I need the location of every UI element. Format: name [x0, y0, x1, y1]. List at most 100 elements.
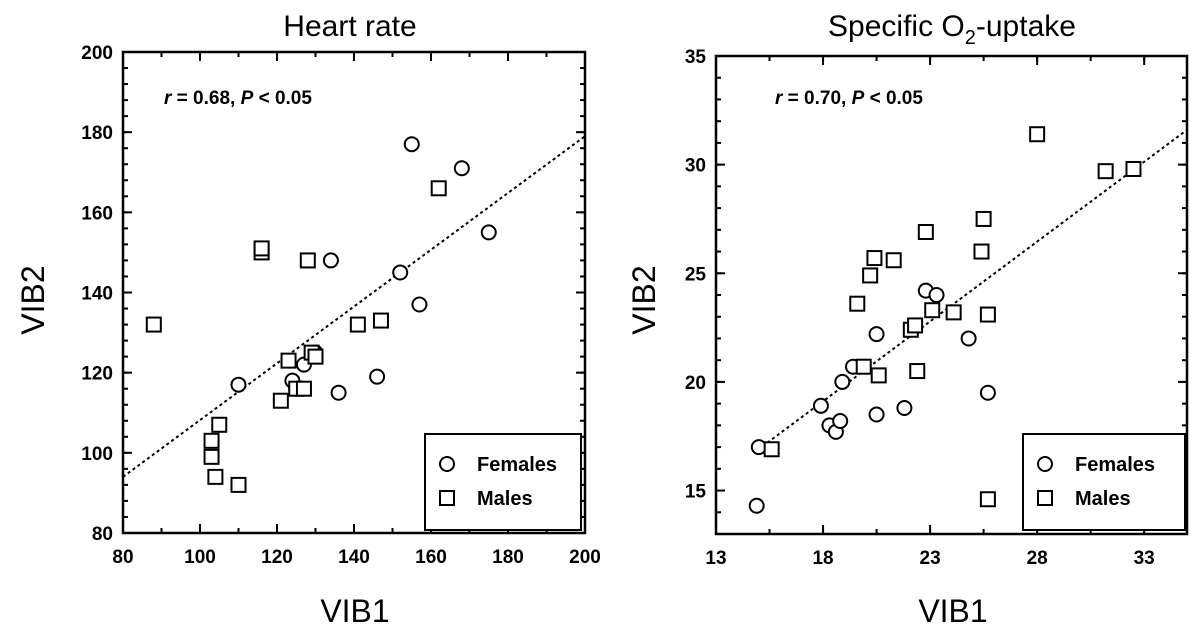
point-female — [868, 406, 885, 423]
y-tick-label: 35 — [685, 47, 707, 68]
point-female — [411, 296, 428, 313]
x-tick-label: 160 — [415, 547, 447, 568]
point-female — [896, 399, 913, 416]
point-male — [145, 316, 162, 333]
chart-title: Heart rate — [283, 10, 416, 43]
x-tick-label: 100 — [184, 547, 216, 568]
point-female — [812, 397, 829, 414]
point-male — [973, 243, 990, 260]
legend-box — [1022, 433, 1186, 531]
point-female — [330, 384, 347, 401]
y-tick-label: 20 — [685, 373, 706, 394]
point-male — [1097, 163, 1114, 180]
correlation-annotation: r = 0.70, P < 0.05 — [775, 88, 923, 109]
point-male — [979, 491, 996, 508]
point-female — [748, 497, 765, 514]
x-tick-label: 80 — [112, 547, 133, 568]
chart-title-suffix: -uptake — [976, 10, 1076, 43]
point-female — [960, 330, 977, 347]
legend-label: Females — [477, 454, 557, 476]
y-axis-label: VIB2 — [626, 265, 662, 334]
point-female — [832, 413, 849, 430]
point-male — [907, 317, 924, 334]
legend-label: Females — [1075, 454, 1155, 476]
point-male — [295, 380, 312, 397]
legend-marker-circle — [439, 456, 455, 472]
x-tick-label: 200 — [569, 547, 601, 568]
chart-panel-1: Heart rate 80 100 120 140 160 180 200 80 100 120 14… — [15, 10, 601, 629]
y-tick-label: 100 — [81, 444, 113, 465]
regression-line — [766, 129, 1188, 444]
x-tick-label: 13 — [705, 548, 726, 569]
point-female — [979, 384, 996, 401]
chart-title-text: Specific O — [828, 10, 965, 43]
point-male — [849, 295, 866, 312]
point-male — [307, 348, 324, 365]
point-male — [1029, 126, 1046, 143]
y-tick-label: 160 — [81, 203, 113, 224]
y-tick-label: 80 — [92, 524, 113, 545]
point-male — [862, 267, 879, 284]
point-male — [870, 367, 887, 384]
point-male — [885, 252, 902, 269]
legend-marker-circle — [1037, 456, 1053, 472]
point-male — [203, 432, 220, 449]
x-tick-label: 33 — [1134, 548, 1155, 569]
y-tick-label: 120 — [81, 364, 113, 385]
y-tick-label: 30 — [685, 156, 706, 177]
x-tick-label: 28 — [1027, 548, 1048, 569]
correlation-annotation: r = 0.68, P < 0.05 — [164, 88, 312, 109]
point-male — [280, 352, 297, 369]
x-tick-label: 18 — [812, 548, 833, 569]
point-female — [322, 252, 339, 269]
point-male — [975, 210, 992, 227]
y-tick-label: 140 — [81, 284, 113, 305]
point-female — [392, 264, 409, 281]
x-tick-label: 180 — [492, 547, 524, 568]
y-tick-label: 15 — [685, 482, 707, 503]
x-tick-label: 140 — [338, 547, 370, 568]
point-female — [834, 373, 851, 390]
legend-label: Males — [477, 488, 533, 510]
regression-line — [122, 135, 586, 478]
point-male — [855, 358, 872, 375]
point-female — [453, 160, 470, 177]
point-male — [207, 468, 224, 485]
point-female — [230, 376, 247, 393]
chart-title-text: Heart rate — [283, 10, 416, 43]
point-female — [480, 224, 497, 241]
y-tick-label: 25 — [685, 264, 707, 285]
point-male — [979, 306, 996, 323]
legend-label: Males — [1075, 488, 1131, 510]
point-male — [917, 223, 934, 240]
chart-panel-2: Specific O2-uptake 13 18 23 28 33 15 20 25 30 35 VI… — [626, 10, 1189, 629]
legend-marker-square — [1037, 490, 1053, 506]
point-female — [928, 287, 945, 303]
y-tick-label: 180 — [81, 123, 113, 144]
point-male — [349, 316, 366, 333]
x-axis-label: VIB1 — [320, 593, 389, 629]
legend-marker-square — [439, 490, 455, 506]
y-axis-label: VIB2 — [15, 265, 51, 334]
chart-title-subscript: 2 — [965, 27, 976, 49]
point-male — [211, 416, 228, 433]
point-male — [203, 448, 220, 465]
y-tick-label: 200 — [81, 43, 113, 64]
point-male — [272, 392, 289, 409]
point-female — [868, 326, 885, 343]
legend-box — [424, 433, 582, 531]
point-male — [945, 304, 962, 321]
point-male — [1125, 160, 1142, 177]
point-female — [369, 368, 386, 385]
point-male — [763, 441, 780, 458]
x-tick-label: 23 — [920, 548, 941, 569]
point-male — [866, 250, 883, 267]
point-male — [230, 476, 247, 493]
point-female — [403, 136, 420, 153]
point-male — [299, 252, 316, 269]
point-male — [430, 180, 447, 197]
legend: Females Males — [1022, 433, 1186, 531]
legend: Females Males — [424, 433, 582, 531]
point-male — [909, 363, 926, 380]
